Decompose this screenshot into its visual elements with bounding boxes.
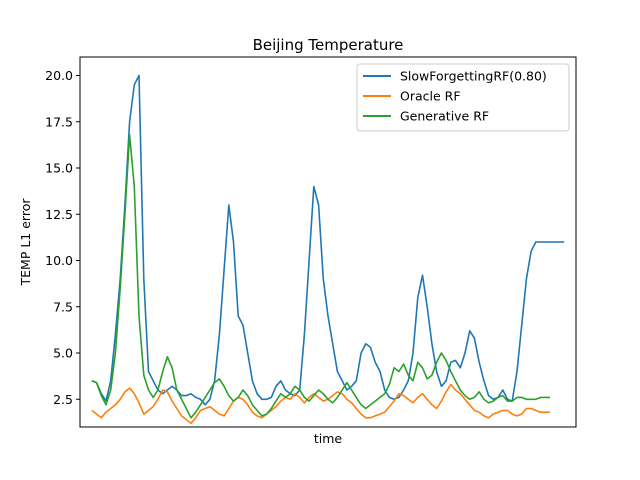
legend-label-1: Oracle RF (400, 89, 461, 104)
y-tick-label: 12.5 (45, 207, 73, 222)
y-axis: 2.5 5.0 7.5 10.0 12.5 15.0 17.5 20.0 (45, 68, 80, 407)
y-axis-label: TEMP L1 error (18, 198, 33, 287)
plot-frame (79, 56, 577, 428)
series-line-2 (91, 133, 550, 419)
legend-label-2: Generative RF (400, 109, 489, 124)
y-tick-label: 17.5 (45, 114, 73, 129)
y-tick-label: 15.0 (45, 161, 73, 176)
legend-label-0: SlowForgettingRF(0.80) (400, 69, 547, 84)
y-tick-label: 5.0 (53, 346, 73, 361)
legend-box (356, 63, 570, 132)
series-line-0 (91, 74, 565, 406)
legend: SlowForgettingRF(0.80) Oracle RF Generativ… (356, 63, 570, 132)
y-tick-label: 2.5 (53, 392, 73, 407)
y-tick-label: 20.0 (45, 68, 73, 83)
series-line-1 (91, 383, 550, 425)
chart-title: Beijing Temperature (253, 36, 404, 54)
y-tick-label: 10.0 (45, 253, 73, 268)
series-lines (91, 74, 565, 425)
y-tick-label: 7.5 (53, 299, 73, 314)
x-axis-label: time (314, 431, 343, 446)
